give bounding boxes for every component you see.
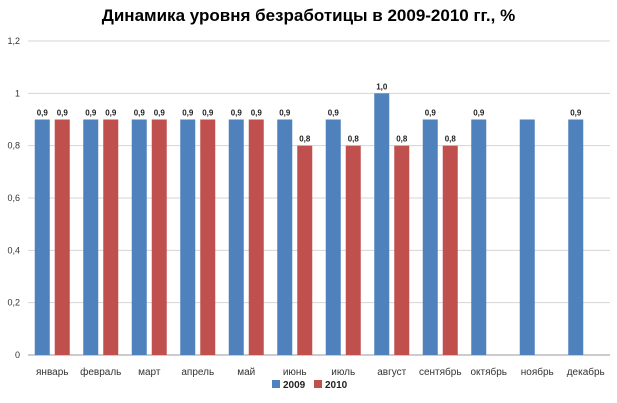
data-labels: 0,9 0,9 0,9 0,9 0,9 0,9 0,9 0,9 0,9 0,9 0,9 0,8 0,9 0… bbox=[37, 82, 582, 143]
bar-2010 bbox=[103, 119, 119, 355]
bar-2009 bbox=[228, 119, 244, 355]
data-label-2010: 0,9 bbox=[105, 109, 117, 118]
data-label-2009: 0,9 bbox=[328, 109, 340, 118]
category-label: сентябрь bbox=[419, 366, 462, 378]
bar-2010 bbox=[442, 145, 458, 355]
data-label-2009: 0,9 bbox=[182, 109, 194, 118]
category-label: ноябрь bbox=[521, 366, 554, 378]
bars bbox=[34, 93, 584, 355]
data-label-2010: 0,8 bbox=[396, 135, 408, 144]
chart-title: Динамика уровня безработицы в 2009-2010 … bbox=[101, 6, 516, 25]
data-label-2009: 0,9 bbox=[85, 109, 97, 118]
category-label: июль bbox=[331, 367, 355, 378]
category-label: октябрь bbox=[470, 366, 507, 378]
category-label: июнь bbox=[283, 367, 307, 378]
y-tick-label: 0,8 bbox=[7, 141, 20, 151]
bar-2009 bbox=[519, 119, 535, 355]
bar-2009 bbox=[374, 93, 390, 355]
data-label-2010: 0,9 bbox=[57, 109, 69, 118]
bar-2009 bbox=[471, 119, 487, 355]
bar-2010 bbox=[394, 145, 410, 355]
bar-2009 bbox=[422, 119, 438, 355]
bar-2010 bbox=[54, 119, 70, 355]
legend-swatch-2009 bbox=[272, 380, 280, 388]
bar-2010 bbox=[200, 119, 216, 355]
legend-swatch-2010 bbox=[314, 380, 322, 388]
data-label-2010: 0,8 bbox=[348, 135, 360, 144]
y-tick-label: 0,6 bbox=[7, 193, 20, 203]
category-label: февраль bbox=[80, 366, 121, 378]
bar-2009 bbox=[277, 119, 293, 355]
data-label-2009: 0,9 bbox=[37, 109, 49, 118]
data-label-2010: 0,8 bbox=[445, 135, 457, 144]
data-label-2010: 0,8 bbox=[299, 135, 311, 144]
category-label: март bbox=[138, 367, 161, 378]
bar-2010 bbox=[345, 145, 361, 355]
bar-2009 bbox=[180, 119, 196, 355]
y-axis: 0 0,2 0,4 0,6 0,8 1 1,2 bbox=[7, 36, 20, 360]
y-tick-label: 1,2 bbox=[7, 36, 20, 46]
legend-label-2010: 2010 bbox=[325, 380, 348, 391]
legend-label-2009: 2009 bbox=[283, 380, 306, 391]
category-label: январь bbox=[36, 367, 68, 378]
category-label: апрель bbox=[181, 367, 214, 378]
bar-2009 bbox=[568, 119, 584, 355]
category-label: декабрь bbox=[567, 366, 605, 378]
bar-2009 bbox=[325, 119, 341, 355]
bar-2010 bbox=[248, 119, 264, 355]
data-label-2009: 0,9 bbox=[231, 109, 243, 118]
legend: 2009 2010 bbox=[272, 380, 348, 391]
y-tick-label: 0,2 bbox=[7, 298, 20, 308]
data-label-2009: 0,9 bbox=[279, 109, 291, 118]
bar-2010 bbox=[151, 119, 167, 355]
category-label: май bbox=[237, 367, 255, 378]
y-tick-label: 1 bbox=[15, 88, 20, 98]
category-label: август bbox=[377, 367, 406, 378]
bar-2009 bbox=[83, 119, 99, 355]
data-label-2009: 0,9 bbox=[134, 109, 146, 118]
y-tick-label: 0,4 bbox=[7, 245, 20, 255]
data-label-2009: 0,9 bbox=[473, 109, 485, 118]
gridlines bbox=[28, 40, 610, 356]
bar-2010 bbox=[297, 145, 313, 355]
bar-2009 bbox=[34, 119, 50, 355]
data-label-2009: 0,9 bbox=[570, 109, 582, 118]
data-label-2009: 1,0 bbox=[376, 82, 388, 91]
y-tick-label: 0 bbox=[15, 350, 20, 360]
data-label-2009: 0,9 bbox=[425, 109, 437, 118]
bar-2009 bbox=[131, 119, 147, 355]
x-axis: январь февраль март апрель май июнь июль август… bbox=[36, 366, 605, 378]
data-label-2010: 0,9 bbox=[251, 109, 263, 118]
data-label-2010: 0,9 bbox=[202, 109, 214, 118]
data-label-2010: 0,9 bbox=[154, 109, 166, 118]
